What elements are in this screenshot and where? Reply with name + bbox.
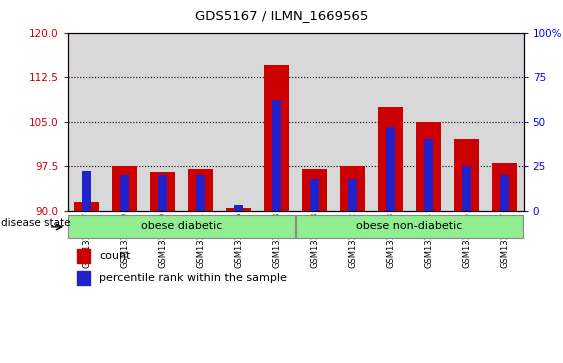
Bar	[416, 122, 441, 211]
Text: GDS5167 / ILMN_1669565: GDS5167 / ILMN_1669565	[195, 9, 368, 22]
Text: percentile rank within the sample: percentile rank within the sample	[100, 273, 287, 283]
Bar	[158, 175, 167, 211]
Bar	[425, 139, 433, 211]
Bar	[120, 175, 129, 211]
Bar	[188, 169, 213, 211]
Bar	[77, 270, 91, 285]
Bar	[150, 172, 175, 211]
Text: obese non-diabetic: obese non-diabetic	[356, 221, 463, 231]
Bar	[296, 216, 523, 238]
Bar	[272, 100, 281, 211]
Bar	[348, 179, 357, 211]
Bar	[264, 65, 289, 211]
Bar	[310, 179, 319, 211]
Bar	[454, 139, 479, 211]
Bar	[68, 216, 295, 238]
Bar	[492, 163, 517, 211]
Bar	[340, 166, 365, 211]
Text: obese diabetic: obese diabetic	[141, 221, 222, 231]
Bar	[77, 249, 91, 263]
Bar	[302, 169, 327, 211]
Text: disease state: disease state	[1, 218, 71, 228]
Bar	[196, 175, 205, 211]
Bar	[462, 166, 471, 211]
Bar	[226, 208, 251, 211]
Bar	[74, 201, 99, 211]
Bar	[386, 127, 395, 211]
Bar	[378, 107, 403, 211]
Text: count: count	[100, 251, 131, 261]
Bar	[234, 205, 243, 211]
Bar	[82, 171, 91, 211]
Bar	[112, 166, 137, 211]
Bar	[501, 175, 509, 211]
